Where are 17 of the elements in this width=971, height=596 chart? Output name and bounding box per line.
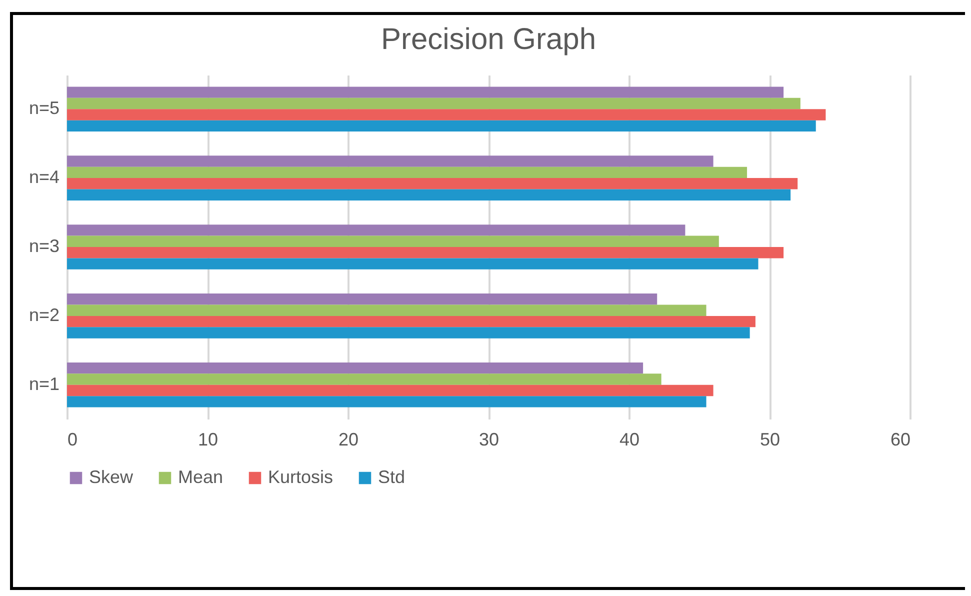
y-tick-label: n=1: [28, 374, 60, 394]
y-tick-label: n=5: [28, 98, 60, 118]
x-tick-label: 10: [198, 430, 218, 450]
chart-title: Precision Graph: [380, 23, 596, 56]
legend-label: Kurtosis: [268, 467, 334, 487]
y-tick-label: n=4: [28, 167, 60, 188]
x-tick-label: 40: [619, 430, 640, 450]
x-tick-label: 0: [68, 430, 78, 450]
x-tick-label: 20: [338, 430, 359, 450]
x-tick-label: 50: [760, 430, 780, 450]
legend-label: Skew: [89, 467, 134, 487]
x-tick-label: 30: [478, 430, 500, 450]
x-tick-label: 60: [890, 430, 910, 450]
y-tick-label: n=3: [28, 236, 60, 256]
legend-label: Mean: [178, 467, 224, 487]
y-tick-label: n=2: [28, 304, 60, 325]
legend-label: Std: [378, 467, 406, 487]
